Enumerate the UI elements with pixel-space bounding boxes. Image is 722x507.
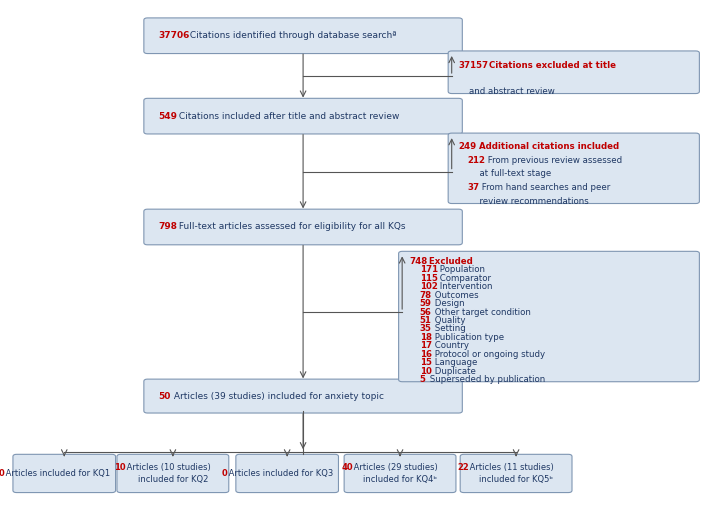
Text: 35: 35	[420, 324, 432, 334]
Text: Design: Design	[432, 299, 465, 308]
FancyBboxPatch shape	[399, 251, 700, 382]
Text: 16: 16	[420, 350, 432, 359]
FancyBboxPatch shape	[236, 454, 339, 493]
Text: Duplicate: Duplicate	[432, 367, 476, 376]
Text: Articles (10 studies): Articles (10 studies)	[124, 463, 211, 472]
FancyBboxPatch shape	[144, 379, 462, 413]
FancyBboxPatch shape	[144, 209, 462, 245]
Text: 748: 748	[409, 257, 427, 266]
FancyBboxPatch shape	[144, 98, 462, 134]
Text: Excluded: Excluded	[427, 257, 473, 266]
Text: 78: 78	[420, 291, 432, 300]
Text: review recommendations: review recommendations	[474, 197, 589, 206]
Text: Superseded by publication: Superseded by publication	[427, 375, 545, 384]
Text: Additional citations included: Additional citations included	[476, 142, 619, 151]
Text: and abstract review: and abstract review	[469, 87, 555, 96]
Text: From previous review assessed: From previous review assessed	[484, 156, 622, 165]
Text: 102: 102	[420, 282, 438, 291]
Text: 37: 37	[467, 183, 479, 192]
Text: Publication type: Publication type	[432, 333, 504, 342]
Text: 0: 0	[221, 469, 227, 478]
Text: Articles included for KQ3: Articles included for KQ3	[226, 469, 334, 478]
Text: Articles (39 studies) included for anxiety topic: Articles (39 studies) included for anxie…	[170, 391, 383, 401]
Text: Articles included for KQ1: Articles included for KQ1	[3, 469, 110, 478]
Text: 115: 115	[420, 274, 438, 283]
FancyBboxPatch shape	[448, 51, 700, 93]
FancyBboxPatch shape	[344, 454, 456, 493]
Text: From hand searches and peer: From hand searches and peer	[479, 183, 611, 192]
FancyBboxPatch shape	[460, 454, 572, 493]
Text: Country: Country	[432, 341, 469, 350]
Text: Other target condition: Other target condition	[432, 308, 531, 316]
Text: 22: 22	[458, 463, 469, 472]
Text: 798: 798	[158, 223, 177, 232]
Text: 15: 15	[420, 358, 432, 367]
Text: 18: 18	[420, 333, 432, 342]
Text: Language: Language	[432, 358, 477, 367]
FancyBboxPatch shape	[144, 18, 462, 54]
Text: 171: 171	[420, 265, 438, 274]
Text: Articles (29 studies): Articles (29 studies)	[351, 463, 438, 472]
Text: 17: 17	[420, 341, 432, 350]
Text: at full-text stage: at full-text stage	[474, 169, 552, 178]
Text: Outcomes: Outcomes	[432, 291, 479, 300]
Text: Full-text articles assessed for eligibility for all KQs: Full-text articles assessed for eligibil…	[176, 223, 406, 232]
Text: Population: Population	[437, 265, 485, 274]
Text: 37157: 37157	[458, 61, 489, 70]
FancyBboxPatch shape	[448, 133, 700, 203]
Text: 40: 40	[342, 463, 353, 472]
Text: Intervention: Intervention	[437, 282, 492, 291]
Text: Citations included after title and abstract review: Citations included after title and abstr…	[176, 112, 399, 121]
Text: Setting: Setting	[432, 324, 466, 334]
Text: included for KQ5ᵇ: included for KQ5ᵇ	[479, 475, 553, 484]
Text: included for KQ2: included for KQ2	[138, 475, 208, 484]
Text: 51: 51	[420, 316, 432, 325]
Text: 249: 249	[458, 142, 477, 151]
Text: Quality: Quality	[432, 316, 466, 325]
Text: 50: 50	[158, 391, 170, 401]
Text: 0: 0	[0, 469, 4, 478]
Text: 10: 10	[114, 463, 126, 472]
Text: 212: 212	[467, 156, 485, 165]
FancyBboxPatch shape	[13, 454, 116, 493]
Text: included for KQ4ᵇ: included for KQ4ᵇ	[363, 475, 437, 484]
Text: Comparator: Comparator	[437, 274, 491, 283]
Text: 5: 5	[420, 375, 426, 384]
Text: Protocol or ongoing study: Protocol or ongoing study	[432, 350, 545, 359]
FancyBboxPatch shape	[117, 454, 229, 493]
Text: 549: 549	[158, 112, 177, 121]
Text: 37706: 37706	[158, 31, 189, 40]
Text: 59: 59	[420, 299, 432, 308]
Text: 56: 56	[420, 308, 432, 316]
Text: 10: 10	[420, 367, 432, 376]
Text: Articles (11 studies): Articles (11 studies)	[467, 463, 554, 472]
Text: Citations identified through database searchª: Citations identified through database se…	[186, 31, 396, 40]
Text: Citations excluded at title: Citations excluded at title	[486, 61, 616, 70]
